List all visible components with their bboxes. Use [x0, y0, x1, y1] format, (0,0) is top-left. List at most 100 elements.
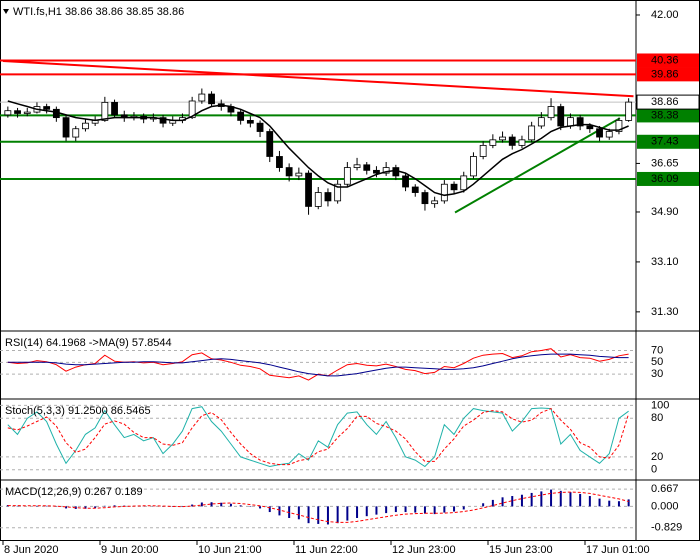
- indicator-label: Stoch(5,3,3) 91.2500 86.5465: [5, 405, 151, 417]
- candle-body: [101, 101, 109, 121]
- x-tick-label: 15 Jun 23:00: [489, 544, 553, 556]
- candle-body: [266, 131, 274, 157]
- menu-triangle: [3, 9, 9, 14]
- y-tick-label: 20: [651, 451, 663, 463]
- candle-body: [508, 136, 516, 146]
- candle-body: [188, 100, 196, 119]
- candle-body: [605, 131, 613, 138]
- trend-line: [2, 60, 634, 98]
- level-label: 39.86: [651, 68, 679, 80]
- x-tick-label: 12 Jun 23:00: [392, 544, 456, 556]
- candle-body: [411, 186, 419, 193]
- candle-body: [518, 139, 526, 146]
- frame: [0, 0, 700, 541]
- candle-body: [586, 125, 594, 130]
- y-tick-label: 33.10: [651, 256, 679, 268]
- level-box: [637, 108, 699, 123]
- candle-body: [314, 192, 322, 207]
- x-tick-label: 11 Jun 22:00: [295, 544, 358, 556]
- indicator-label: RSI(14) 64.1968 ->MA(9) 57.8544: [5, 337, 172, 349]
- candle-body: [382, 167, 390, 174]
- candle-body: [440, 183, 448, 202]
- indicator-line: [7, 353, 629, 377]
- indicator-line: [7, 408, 630, 466]
- level-box: [637, 171, 699, 186]
- level-label: 37.43: [651, 136, 679, 148]
- moving-average: [7, 100, 629, 197]
- candle-body: [256, 122, 264, 132]
- candle-body: [353, 164, 361, 168]
- candle-body: [373, 169, 380, 174]
- candle-body: [402, 175, 409, 188]
- candle-body: [237, 111, 245, 121]
- y-tick-label: 36.65: [651, 157, 679, 169]
- candle-body: [23, 111, 31, 114]
- candle-body: [4, 110, 12, 116]
- candle-body: [576, 117, 584, 127]
- level-label: 40.36: [651, 54, 679, 66]
- indicator-line: [7, 348, 629, 381]
- candle-body: [246, 120, 254, 124]
- y-tick-label: 70: [651, 344, 663, 356]
- candle-body: [479, 144, 487, 157]
- level-label: 36.09: [651, 173, 679, 185]
- x-tick-label: 9 Jun 20:00: [101, 544, 159, 556]
- candle-body: [528, 125, 536, 141]
- trend-line: [454, 117, 621, 214]
- candle-body: [305, 172, 312, 207]
- candle-body: [615, 120, 623, 132]
- candle-body: [62, 117, 70, 138]
- candle-body: [72, 128, 80, 138]
- candle-body: [537, 117, 545, 127]
- candle-body: [198, 93, 206, 102]
- candle-body: [567, 117, 574, 127]
- x-tick-label: 17 Jun 01:00: [586, 544, 650, 556]
- y-tick-label: 31.30: [651, 306, 679, 318]
- candle-body: [324, 192, 332, 202]
- candle-body: [557, 106, 565, 127]
- last-price-label: 38.86: [651, 96, 679, 108]
- candle-body: [285, 167, 293, 177]
- y-tick-label: 100: [651, 399, 669, 411]
- y-tick-label: 30: [651, 368, 663, 380]
- y-tick-label: 80: [651, 412, 663, 424]
- candle-body: [334, 183, 342, 202]
- y-tick-label: 0.000: [651, 500, 679, 512]
- candle-body: [14, 110, 21, 114]
- candle-body: [159, 117, 167, 124]
- candle-body: [596, 128, 603, 138]
- candle-body: [363, 164, 371, 171]
- candle-body: [460, 175, 468, 191]
- chart-title: WTI.fs,H1 38.86 38.86 38.85 38.86: [13, 6, 184, 18]
- signal-line: [7, 491, 629, 523]
- indicator-label: MACD(12,26,9) 0.267 0.189: [5, 486, 143, 498]
- candle-body: [208, 93, 215, 105]
- y-tick-label: 0: [651, 464, 657, 476]
- y-tick-label: 34.90: [651, 206, 679, 218]
- candle-body: [421, 192, 429, 205]
- candle-body: [276, 156, 283, 168]
- x-tick-label: 10 Jun 21:00: [198, 544, 262, 556]
- last-price-box: [636, 94, 700, 110]
- level-box: [637, 134, 699, 149]
- level-box: [637, 67, 699, 82]
- candle-body: [82, 122, 89, 130]
- candle-body: [431, 200, 439, 205]
- indicator-line: [7, 406, 629, 468]
- candle-body: [499, 136, 506, 141]
- candle-body: [343, 167, 351, 185]
- candle-body: [295, 172, 303, 177]
- candle-body: [450, 183, 458, 191]
- y-tick-label: 42.00: [651, 9, 679, 21]
- level-box: [637, 53, 699, 68]
- candle-body: [111, 101, 118, 116]
- candle-body: [625, 101, 633, 121]
- y-tick-label: -0.829: [651, 522, 682, 534]
- candle-body: [547, 106, 555, 119]
- x-tick-label: 8 Jun 2020: [4, 544, 58, 556]
- y-tick-label: 50: [651, 356, 663, 368]
- candle-body: [43, 106, 51, 110]
- candle-body: [489, 139, 497, 146]
- level-label: 38.38: [651, 109, 679, 121]
